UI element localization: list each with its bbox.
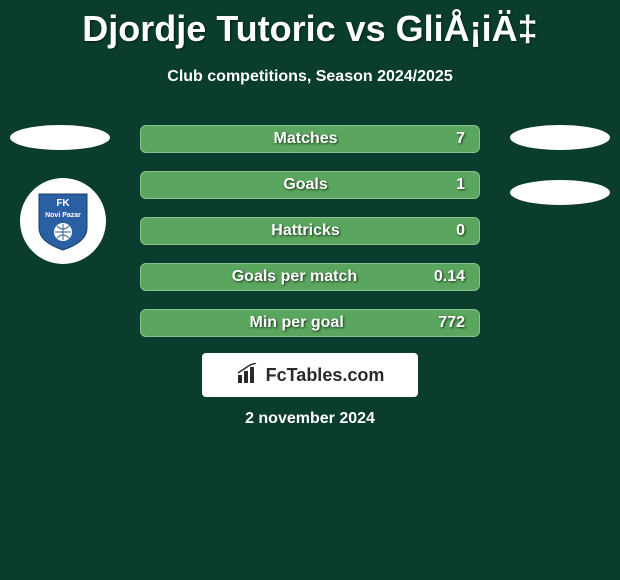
placeholder-ellipse — [510, 125, 610, 150]
logo-text-mid: Novi Pazar — [45, 212, 81, 219]
stat-label: Goals — [155, 176, 456, 194]
left-placeholder-group — [10, 125, 110, 180]
brand-name: FcTables.com — [266, 365, 385, 386]
stat-value: 0.14 — [434, 268, 465, 286]
placeholder-ellipse — [510, 180, 610, 205]
placeholder-ellipse — [10, 125, 110, 150]
stat-row-hattricks: Hattricks 0 — [140, 217, 480, 245]
stat-value: 772 — [438, 314, 465, 332]
logo-text-top: FK — [56, 198, 70, 209]
stat-row-goals: Goals 1 — [140, 171, 480, 199]
stat-label: Goals per match — [155, 268, 434, 286]
stat-label: Matches — [155, 130, 456, 148]
stat-value: 0 — [456, 222, 465, 240]
stat-row-goals-per-match: Goals per match 0.14 — [140, 263, 480, 291]
stats-list: Matches 7 Goals 1 Hattricks 0 Goals per … — [140, 125, 480, 355]
stat-row-matches: Matches 7 — [140, 125, 480, 153]
date-label: 2 november 2024 — [0, 410, 620, 428]
stat-label: Min per goal — [155, 314, 438, 332]
comparison-title: Djordje Tutoric vs GliÅ¡iÄ‡ — [0, 0, 620, 50]
right-placeholder-group — [510, 125, 610, 235]
shield-icon: FK Novi Pazar — [35, 190, 91, 252]
chart-icon — [236, 363, 260, 388]
stat-value: 1 — [456, 176, 465, 194]
stat-value: 7 — [456, 130, 465, 148]
season-subtitle: Club competitions, Season 2024/2025 — [0, 68, 620, 86]
stat-row-min-per-goal: Min per goal 772 — [140, 309, 480, 337]
branding: FcTables.com — [202, 353, 418, 397]
team-logo: FK Novi Pazar — [20, 178, 106, 264]
stat-label: Hattricks — [155, 222, 456, 240]
